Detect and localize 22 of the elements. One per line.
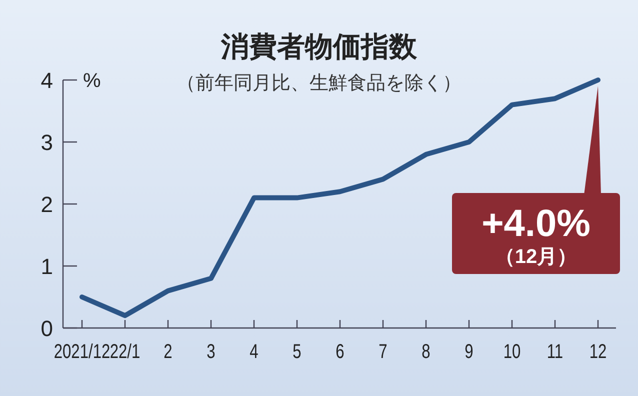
y-tick-label: 4 <box>40 68 53 93</box>
x-tick-label: 2021/12 <box>54 340 110 362</box>
chart-title: 消費者物価指数 <box>220 31 418 62</box>
x-tick-label: 11 <box>546 340 564 362</box>
x-tick-label: 3 <box>206 340 216 362</box>
x-tick-label: 9 <box>464 340 474 362</box>
x-tick-label: 4 <box>250 340 258 362</box>
y-tick-label: 3 <box>40 130 53 155</box>
x-tick-label: 12 <box>589 340 607 362</box>
x-tick-label: 5 <box>292 340 302 362</box>
chart-subtitle: （前年同月比、生鮮食品を除く） <box>176 73 462 94</box>
annotation: +4.0% （12月） <box>482 203 590 268</box>
y-tick-label: 2 <box>40 192 53 217</box>
y-tick-label: 0 <box>40 316 53 341</box>
x-tick-label: 10 <box>503 340 521 362</box>
y-tick-label: 1 <box>40 254 53 279</box>
x-tick-label: 8 <box>422 340 430 362</box>
x-tick-label: 2 <box>164 340 172 362</box>
x-tick-label: 6 <box>336 340 344 362</box>
x-tick-label: 22/1 <box>110 340 140 362</box>
x-tick-label: 7 <box>378 340 388 362</box>
y-axis-title: % <box>83 70 101 92</box>
